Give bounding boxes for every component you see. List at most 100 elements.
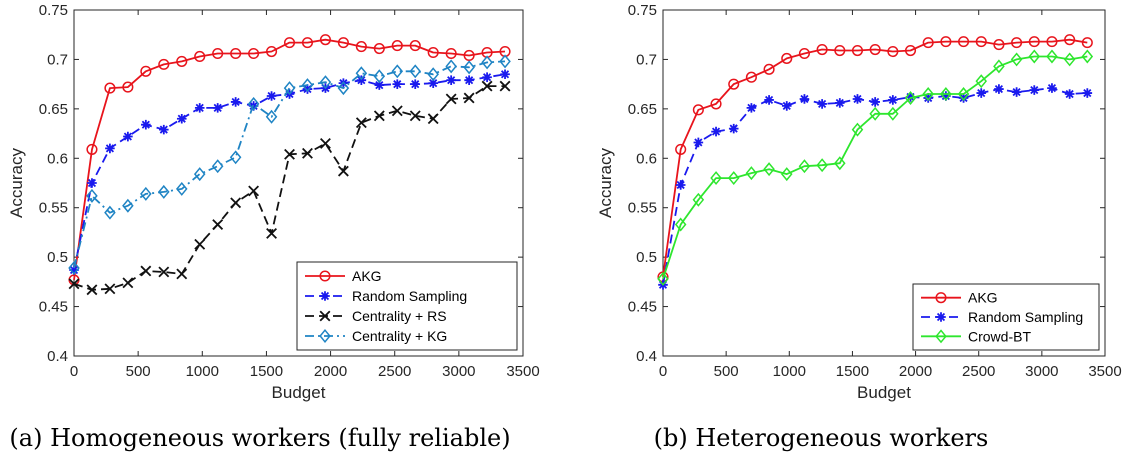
data-point: [852, 94, 863, 104]
data-point: [799, 94, 810, 104]
data-point: [710, 171, 722, 186]
data-point: [266, 45, 278, 58]
data-point: [887, 106, 899, 121]
data-point: [935, 292, 947, 304]
data-point: [141, 119, 151, 130]
data-point: [301, 78, 314, 93]
x-tick-label: 1000: [773, 363, 806, 380]
data-point: [122, 277, 134, 289]
y-tick-label: 0.55: [39, 200, 68, 217]
data-point: [675, 143, 687, 155]
data-point: [337, 81, 350, 96]
data-point: [104, 205, 116, 220]
data-point: [175, 181, 188, 196]
data-point: [158, 266, 170, 278]
data-point: [904, 91, 917, 105]
data-point: [265, 109, 278, 124]
data-point: [87, 178, 97, 188]
data-point: [763, 162, 775, 177]
data-point: [976, 88, 987, 98]
data-point: [1011, 37, 1023, 49]
x-tick-label: 500: [126, 363, 151, 380]
data-point: [1029, 85, 1040, 95]
data-point: [319, 34, 331, 46]
y-tick-label: 0.5: [636, 249, 657, 266]
data-point: [283, 37, 296, 49]
data-point: [904, 44, 917, 57]
data-point: [229, 150, 242, 165]
data-point: [140, 265, 152, 277]
data-point: [835, 98, 845, 108]
data-point: [158, 184, 170, 199]
data-point: [337, 165, 349, 177]
data-point: [481, 80, 493, 92]
data-point: [657, 271, 669, 286]
legend-label: Random Sampling: [352, 288, 467, 304]
data-point: [763, 63, 775, 75]
data-point: [122, 81, 134, 93]
data-point: [870, 97, 880, 107]
y-tick-label: 0.55: [628, 200, 657, 217]
data-point: [230, 197, 242, 209]
data-point: [1064, 34, 1076, 46]
legend-label: Random Sampling: [968, 309, 1083, 325]
data-point: [936, 312, 946, 322]
data-point: [373, 110, 385, 122]
series-centrality-kg: [68, 54, 511, 275]
y-tick-label: 0.7: [47, 51, 68, 68]
data-point: [463, 49, 475, 62]
data-point: [993, 39, 1005, 51]
chart-caption: (b) Heterogeneous workers: [654, 424, 989, 452]
data-point: [869, 43, 881, 56]
data-point: [212, 103, 223, 113]
data-point: [68, 261, 80, 275]
data-point: [940, 36, 952, 48]
data-point: [851, 122, 864, 137]
series-line: [73, 60, 506, 269]
x-tick-label: 2500: [378, 363, 411, 380]
data-point: [373, 43, 385, 55]
data-point: [798, 47, 810, 60]
data-point: [1028, 36, 1040, 48]
data-point: [1081, 49, 1094, 64]
data-point: [464, 75, 474, 85]
x-tick-label: 1500: [836, 363, 869, 380]
chart-panel-homogeneous: 0 500 1000 1500 2000 2500 3000 3500 0.4 0.45 0.5 0.…: [7, 2, 540, 452]
x-tick-label: 1500: [250, 363, 283, 380]
data-point: [391, 40, 403, 52]
data-point: [374, 80, 385, 90]
data-point: [905, 92, 916, 102]
legend-label: AKG: [968, 290, 998, 306]
data-point: [86, 143, 98, 155]
data-point: [140, 186, 152, 201]
data-point: [500, 69, 510, 80]
x-tick-label: 2500: [962, 363, 995, 380]
data-point: [319, 75, 332, 90]
data-point: [499, 54, 511, 69]
x-tick-label: 0: [70, 363, 78, 380]
data-point: [266, 91, 277, 101]
data-point: [105, 143, 115, 154]
data-point: [728, 78, 740, 90]
data-point: [391, 64, 404, 79]
data-point: [923, 93, 933, 103]
data-point: [140, 65, 152, 77]
data-point: [248, 185, 260, 197]
data-point: [851, 44, 864, 57]
x-tick-label: 3500: [506, 363, 539, 380]
series-centrality-rs: [68, 80, 511, 296]
y-tick-label: 0.5: [47, 249, 68, 266]
x-axis-label: Budget: [857, 383, 911, 402]
data-point: [212, 47, 224, 60]
data-point: [975, 74, 988, 89]
y-tick-label: 0.6: [636, 150, 657, 167]
data-point: [158, 58, 170, 70]
x-tick-label: 1000: [186, 363, 219, 380]
x-tick-label: 2000: [899, 363, 932, 380]
data-point: [887, 45, 899, 58]
data-point: [86, 284, 98, 296]
data-point: [445, 59, 457, 74]
y-tick-label: 0.75: [39, 2, 68, 19]
data-point: [798, 159, 811, 174]
